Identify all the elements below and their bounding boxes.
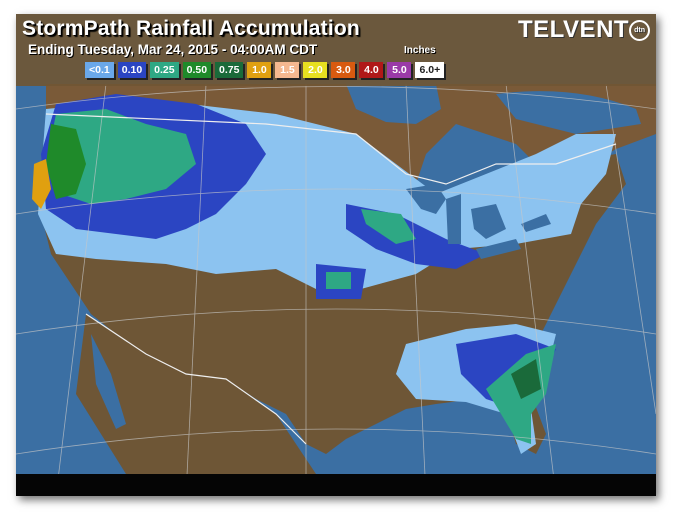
map-graphic (16, 14, 656, 496)
legend-swatch: <0.1 (85, 62, 114, 78)
logo-text: TELVENT (518, 16, 630, 43)
rain-green-midwest (361, 209, 416, 244)
color-legend: <0.1 0.10 0.25 0.50 0.75 1.0 1.5 2.0 3.0 4.0 5.0 6.… (85, 62, 445, 78)
legend-swatch: 0.25 (150, 62, 179, 78)
legend-swatch: 0.50 (182, 62, 212, 78)
gulf-of-california (91, 334, 126, 429)
canada-east-water (496, 91, 641, 134)
legend-swatch: 1.0 (247, 62, 272, 78)
rain-orange-coast (32, 159, 51, 209)
rainfall-map: StormPath Rainfall Accumulation Ending T… (16, 14, 656, 496)
bottom-bar (16, 474, 656, 496)
national-borders (45, 113, 617, 445)
rain-darkgreen-southeast (511, 359, 541, 399)
legend-swatch: 3.0 (331, 62, 356, 78)
dtn-badge: dtn (629, 20, 651, 42)
map-header: StormPath Rainfall Accumulation Ending T… (16, 14, 656, 86)
map-title: StormPath Rainfall Accumulation (22, 17, 360, 40)
great-lakes (406, 184, 551, 259)
map-valid-time: Ending Tuesday, Mar 24, 2015 - 04:00AM C… (28, 42, 318, 57)
legend-swatch: 4.0 (359, 62, 384, 78)
legend-swatch: 0.10 (117, 62, 147, 78)
lat-lon-grid (16, 83, 656, 496)
hudson-bay (346, 84, 441, 124)
legend-swatch: 1.5 (275, 62, 300, 78)
legend-swatch: 0.75 (215, 62, 244, 78)
legend-swatch: 2.0 (303, 62, 328, 78)
rain-green-northwest (46, 109, 196, 204)
legend-swatch: 6.0+ (415, 62, 445, 78)
legend-swatch: 5.0 (387, 62, 412, 78)
rain-darkgreen-coast (46, 124, 86, 199)
legend-units: Inches (404, 45, 436, 56)
rain-green-plains (326, 272, 351, 289)
mexico-land (76, 314, 316, 474)
telvent-logo: TELVENT dtn (518, 16, 651, 44)
